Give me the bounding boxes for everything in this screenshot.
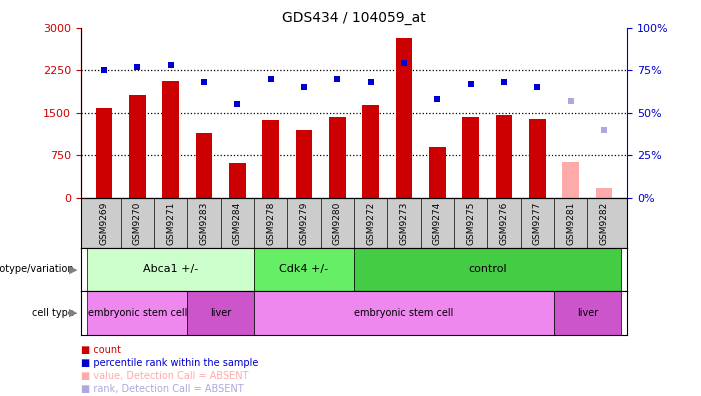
Text: GSM9276: GSM9276 [500, 202, 508, 246]
Text: GSM9270: GSM9270 [132, 202, 142, 246]
Text: liver: liver [577, 308, 598, 318]
Bar [463, 117, 479, 198]
Bar [163, 81, 179, 198]
Text: cell type: cell type [32, 308, 77, 318]
Text: ▶: ▶ [69, 264, 77, 274]
Bar [254, 291, 554, 335]
Text: GSM9284: GSM9284 [233, 202, 242, 245]
Text: GSM9269: GSM9269 [100, 202, 109, 246]
Bar [95, 109, 112, 198]
Bar [596, 188, 613, 198]
Text: embryonic stem cell: embryonic stem cell [354, 308, 454, 318]
Text: GSM9280: GSM9280 [333, 202, 342, 246]
Text: genotype/variation: genotype/variation [0, 264, 77, 274]
Bar [429, 147, 446, 198]
Text: GSM9273: GSM9273 [400, 202, 409, 246]
Text: GSM9278: GSM9278 [266, 202, 275, 246]
Text: ▶: ▶ [69, 308, 77, 318]
Text: GSM9282: GSM9282 [599, 202, 608, 245]
Bar [187, 291, 254, 335]
Text: GSM9272: GSM9272 [366, 202, 375, 245]
Title: GDS434 / 104059_at: GDS434 / 104059_at [282, 11, 426, 25]
Text: GSM9279: GSM9279 [299, 202, 308, 246]
Bar [229, 163, 245, 198]
Text: ■ rank, Detection Call = ABSENT: ■ rank, Detection Call = ABSENT [81, 384, 243, 394]
Bar [88, 291, 187, 335]
Text: GSM9271: GSM9271 [166, 202, 175, 246]
Bar [395, 38, 412, 198]
Text: GSM9281: GSM9281 [566, 202, 576, 246]
Bar [496, 114, 512, 198]
Text: ■ count: ■ count [81, 345, 121, 354]
Bar [296, 130, 313, 198]
Text: ■ percentile rank within the sample: ■ percentile rank within the sample [81, 358, 258, 367]
Bar [562, 162, 579, 198]
Bar [362, 105, 379, 198]
Text: Cdk4 +/-: Cdk4 +/- [280, 264, 329, 274]
Bar [529, 118, 545, 198]
Text: liver: liver [210, 308, 231, 318]
Text: Abca1 +/-: Abca1 +/- [143, 264, 198, 274]
Text: control: control [468, 264, 507, 274]
Bar [196, 133, 212, 198]
Text: GSM9274: GSM9274 [433, 202, 442, 245]
Bar [262, 120, 279, 198]
Text: GSM9283: GSM9283 [200, 202, 208, 246]
Text: GSM9277: GSM9277 [533, 202, 542, 246]
Bar [88, 248, 254, 291]
Text: GSM9275: GSM9275 [466, 202, 475, 246]
Text: ■ value, Detection Call = ABSENT: ■ value, Detection Call = ABSENT [81, 371, 248, 381]
Bar [254, 248, 354, 291]
Bar [129, 95, 146, 198]
Text: embryonic stem cell: embryonic stem cell [88, 308, 187, 318]
Bar [554, 291, 620, 335]
Bar [354, 248, 620, 291]
Bar [329, 117, 346, 198]
